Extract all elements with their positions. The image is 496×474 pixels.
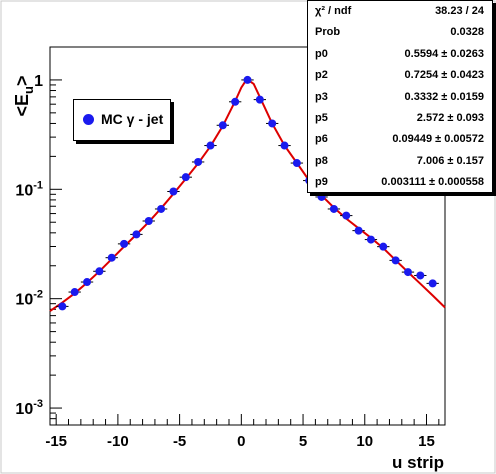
y-tick-label: 10-2 bbox=[15, 289, 43, 309]
legend-entry-label: MC γ - jet bbox=[101, 111, 164, 127]
y-tick-labels: 10-3 10-2 10-1 1 bbox=[15, 73, 43, 418]
y-axis-label: <Eu> bbox=[12, 76, 36, 117]
data-point bbox=[403, 268, 412, 277]
data-point bbox=[70, 288, 79, 297]
data-point bbox=[342, 211, 351, 220]
data-point bbox=[206, 141, 215, 150]
fit-stat-value: 2.572 ± 0.093 bbox=[416, 111, 484, 124]
fit-stat-name: Prob bbox=[315, 26, 341, 39]
legend: MC γ - jet bbox=[73, 99, 171, 141]
fit-stat-name: p2 bbox=[315, 69, 328, 82]
data-point bbox=[243, 75, 252, 84]
x-tick-label: 10 bbox=[356, 433, 373, 450]
data-point bbox=[391, 256, 400, 265]
fit-stat-name: p9 bbox=[315, 176, 328, 189]
data-point bbox=[194, 157, 203, 166]
fit-stat-value: 38.23 / 24 bbox=[435, 5, 484, 17]
fit-stat-name: χ² / ndf bbox=[315, 5, 352, 17]
data-point bbox=[416, 271, 425, 280]
y-tick-label: 10-3 bbox=[15, 398, 43, 418]
data-point bbox=[132, 230, 141, 239]
data-point bbox=[280, 141, 289, 150]
legend-marker-circle-icon bbox=[83, 114, 94, 125]
fit-stat-name: p3 bbox=[315, 90, 328, 103]
data-point bbox=[169, 187, 178, 196]
fit-stat-value: 0.3332 ± 0.0159 bbox=[404, 90, 484, 103]
data-point bbox=[231, 97, 240, 106]
x-tick-label: -15 bbox=[45, 433, 67, 450]
fit-stat-value: 0.003111 ± 0.000558 bbox=[381, 176, 484, 189]
y-axis-ticks bbox=[50, 46, 62, 426]
x-tick-label: 0 bbox=[237, 433, 245, 450]
fit-stat-row: p5 2.572 ± 0.093 bbox=[308, 108, 492, 129]
fit-stat-row: p6 0.09449 ± 0.00572 bbox=[308, 129, 492, 150]
fit-stat-row: p3 0.3332 ± 0.0159 bbox=[308, 87, 492, 108]
data-point bbox=[354, 226, 363, 235]
fit-stat-row: χ² / ndf 38.23 / 24 bbox=[308, 1, 492, 22]
data-point bbox=[181, 173, 190, 182]
fit-stat-name: p8 bbox=[315, 154, 328, 167]
x-tick-labels: -15 -10 -5 0 5 10 15 bbox=[45, 433, 435, 450]
fit-stat-row: p9 0.003111 ± 0.000558 bbox=[308, 172, 492, 193]
fit-stat-row: p0 0.5594 ± 0.0263 bbox=[308, 44, 492, 65]
fit-stat-row: p8 7.006 ± 0.157 bbox=[308, 151, 492, 172]
data-point bbox=[366, 235, 375, 244]
data-point bbox=[317, 192, 326, 201]
fit-stat-value: 0.09449 ± 0.00572 bbox=[392, 133, 484, 146]
data-point bbox=[379, 242, 388, 251]
y-tick-label: 1 bbox=[34, 73, 43, 90]
fit-stat-row: p2 0.7254 ± 0.0423 bbox=[308, 65, 492, 86]
x-tick-label: -5 bbox=[173, 433, 186, 450]
fit-stat-name: p6 bbox=[315, 133, 328, 146]
data-point bbox=[329, 204, 338, 213]
plot-frame bbox=[49, 46, 446, 426]
x-tick-label: 5 bbox=[299, 433, 307, 450]
x-axis-label: u strip bbox=[392, 453, 444, 472]
fit-stat-name: p5 bbox=[315, 111, 328, 124]
data-point bbox=[218, 121, 227, 130]
fit-stat-value: 7.006 ± 0.157 bbox=[416, 154, 484, 167]
data-point bbox=[95, 267, 104, 276]
data-point bbox=[120, 239, 129, 248]
fit-stats-box: χ² / ndf 38.23 / 24 Prob 0.0328 p0 0.5594 ± 0… bbox=[307, 0, 493, 193]
data-point bbox=[144, 217, 153, 226]
data-point bbox=[268, 119, 277, 128]
data-point bbox=[255, 95, 264, 104]
fit-stat-value: 0.5594 ± 0.0263 bbox=[404, 47, 484, 60]
fit-stat-value: 0.7254 ± 0.0423 bbox=[404, 69, 484, 82]
x-tick-label: -10 bbox=[107, 433, 129, 450]
data-point bbox=[58, 302, 67, 311]
data-point bbox=[428, 279, 437, 288]
data-point bbox=[292, 159, 301, 168]
y-tick-label: 10-1 bbox=[15, 179, 43, 199]
fit-stat-name: p0 bbox=[315, 47, 328, 60]
data-point bbox=[157, 204, 166, 213]
data-point bbox=[83, 278, 92, 287]
x-tick-label: 15 bbox=[418, 433, 435, 450]
x-axis-ticks bbox=[55, 414, 440, 425]
fit-stat-value: 0.0328 bbox=[450, 26, 484, 39]
y-axis-label-text: <Eu> bbox=[12, 76, 36, 117]
fit-stat-row: Prob 0.0328 bbox=[308, 22, 492, 43]
data-point bbox=[107, 253, 116, 262]
